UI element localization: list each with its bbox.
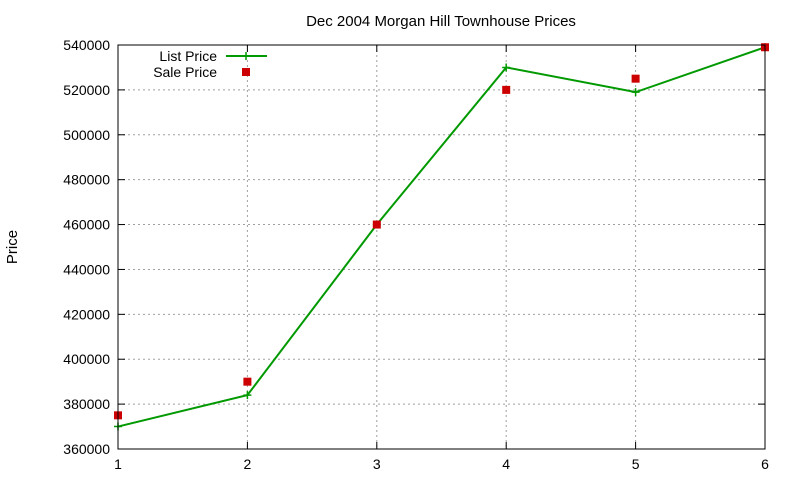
y-axis-label: Price: [4, 230, 21, 264]
data-point-plus: [502, 63, 511, 72]
y-tick-label: 540000: [63, 37, 110, 53]
legend-label: List Price: [159, 48, 217, 64]
axis-ticks: 360000 380000 400000 420000 440000 460000 4800…: [63, 37, 769, 472]
chart-title: Dec 2004 Morgan Hill Townhouse Prices: [306, 13, 576, 30]
x-tick-label: 2: [244, 456, 252, 472]
y-tick-label: 520000: [63, 82, 110, 98]
y-tick-label: 360000: [63, 441, 110, 457]
y-tick-label: 380000: [63, 396, 110, 412]
data-point-square: [502, 85, 511, 94]
y-tick-label: 440000: [63, 261, 110, 277]
y-tick-label: 420000: [63, 306, 110, 322]
x-tick-label: 5: [632, 456, 640, 472]
legend-swatch-marker: [242, 68, 250, 76]
legend-swatch-marker: [242, 52, 250, 60]
data-point-plus: [243, 391, 252, 400]
y-tick-label: 400000: [63, 351, 110, 367]
data-point-plus: [631, 88, 640, 97]
x-tick-label: 6: [761, 456, 769, 472]
x-tick-label: 3: [373, 456, 381, 472]
data-point-square: [631, 74, 640, 83]
x-tick-label: 1: [114, 456, 122, 472]
plot-frame: [117, 44, 766, 450]
data-point-square: [243, 377, 252, 386]
data-point-square: [372, 220, 381, 229]
series-line: [117, 46, 766, 428]
legend-label: Sale Price: [153, 64, 217, 80]
y-tick-label: 480000: [63, 172, 110, 188]
y-tick-label: 460000: [63, 217, 110, 233]
x-tick-label: 4: [502, 456, 510, 472]
y-tick-label: 500000: [63, 127, 110, 143]
